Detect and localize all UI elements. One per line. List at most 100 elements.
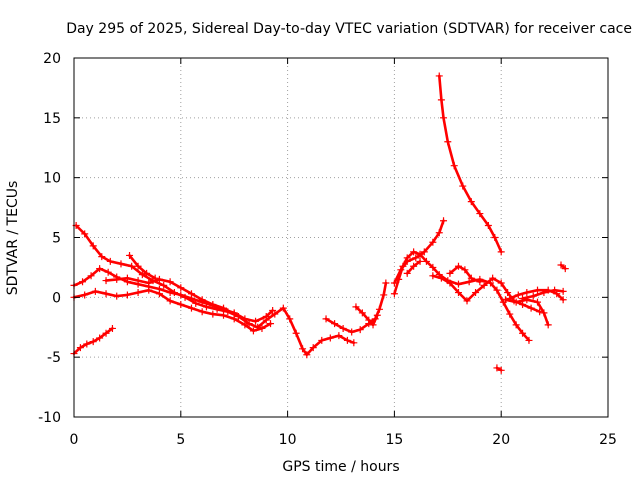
data-point [335,332,343,340]
data-point [96,334,104,342]
y-tick-label: 20 [43,51,61,67]
data-point [429,272,437,280]
data-point [187,304,195,312]
data-point [160,281,168,289]
data-point [209,310,217,318]
x-tick-label: 25 [599,432,617,448]
data-point [410,262,418,270]
data-point [390,279,398,287]
data-point [339,324,347,332]
data-point [269,306,277,314]
series-track-j [390,217,448,287]
series-track-f [126,251,159,282]
data-point [177,291,185,299]
data-point [241,321,249,329]
data-point [102,290,110,298]
x-tick-label: 5 [176,432,185,448]
data-point [454,262,462,270]
data-point [104,268,112,276]
data-point [348,328,356,336]
data-point [102,329,110,337]
data-point [83,340,91,348]
data-point [382,279,390,287]
series-line [324,281,388,334]
data-point [98,253,106,261]
series-line [128,254,157,280]
data-point [480,281,488,289]
data-point [544,321,552,329]
data-point [559,287,567,295]
data-point [258,324,266,332]
data-point [506,310,514,318]
data-point [89,242,97,250]
data-point [134,289,142,297]
data-point [79,278,87,286]
series-track-s [557,261,569,273]
data-point [373,311,381,319]
data-point [390,290,398,298]
data-point [450,162,458,170]
data-point [454,280,462,288]
data-point [81,291,89,299]
data-point [230,310,238,318]
data-point [523,289,531,297]
data-point [343,336,351,344]
data-point [350,339,358,347]
axis-ticks: 0 5 10 15 20 25 -10 -5 0 5 10 15 20 [38,51,617,448]
data-point [220,311,228,319]
data-point [472,289,480,297]
data-point [155,275,163,283]
data-point [155,290,163,298]
data-point [534,286,542,294]
data-point [89,338,97,346]
data-point [461,266,469,274]
y-tick-label: 0 [52,290,61,306]
data-point [501,296,509,304]
data-point [262,312,270,320]
data-point [241,315,249,323]
data-point [525,336,533,344]
data-point [512,298,520,306]
data-point [102,277,110,285]
y-tick-label: 15 [43,111,61,127]
data-point [506,295,514,303]
data-point [459,182,467,190]
data-point [403,269,411,277]
data-point [491,234,499,241]
data-point [489,274,497,282]
data-point [437,96,445,104]
data-point [476,278,484,286]
data-point [91,287,99,295]
data-point [309,344,317,352]
series-line [431,274,541,313]
x-tick-label: 15 [385,432,403,448]
data-point [397,266,405,274]
data-point [512,321,520,329]
series-track-l [435,72,505,256]
data-point [322,315,330,323]
data-point [145,286,153,294]
data-point [484,222,492,230]
data-point [493,286,501,294]
data-point [476,210,484,218]
data-point [303,351,311,359]
data-point [151,274,159,282]
data-point [145,279,153,287]
data-point [561,265,569,273]
data-point [331,320,339,328]
data-point [126,251,134,259]
data-point [465,278,473,286]
data-point [267,320,275,328]
data-point [177,301,185,309]
data-point [467,198,475,206]
data-layer [70,72,569,374]
data-point [497,279,505,287]
data-point [540,289,548,297]
data-point [529,292,537,300]
data-point [198,296,206,304]
data-point [143,269,151,277]
data-point [429,263,437,271]
data-point [437,274,445,282]
data-point [209,301,217,309]
